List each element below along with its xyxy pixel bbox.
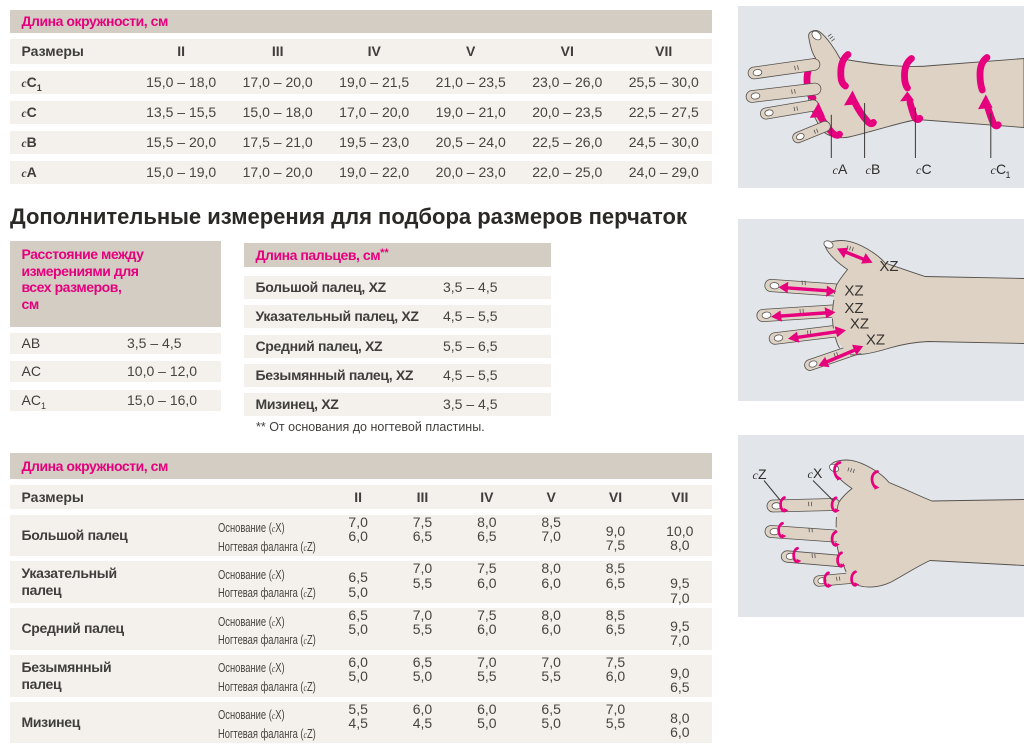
svg-text:c: c (991, 163, 997, 177)
svg-text:Z: Z (758, 466, 767, 482)
svg-text:XZ: XZ (844, 283, 863, 300)
svg-text:XZ: XZ (850, 315, 869, 332)
svg-text:c: c (916, 163, 922, 177)
svg-text:c: c (808, 467, 814, 481)
svg-text:A: A (838, 161, 848, 177)
svg-text:C: C (996, 161, 1006, 177)
svg-text:X: X (813, 465, 823, 481)
svg-text:C: C (922, 161, 932, 177)
svg-text:B: B (871, 161, 880, 177)
svg-text:c: c (866, 163, 872, 177)
svg-text:c: c (833, 163, 839, 177)
svg-text:XZ: XZ (866, 331, 885, 348)
svg-text:XZ: XZ (844, 300, 863, 317)
svg-text:1: 1 (1006, 170, 1011, 180)
svg-text:c: c (753, 468, 759, 482)
svg-text:XZ: XZ (879, 258, 898, 275)
